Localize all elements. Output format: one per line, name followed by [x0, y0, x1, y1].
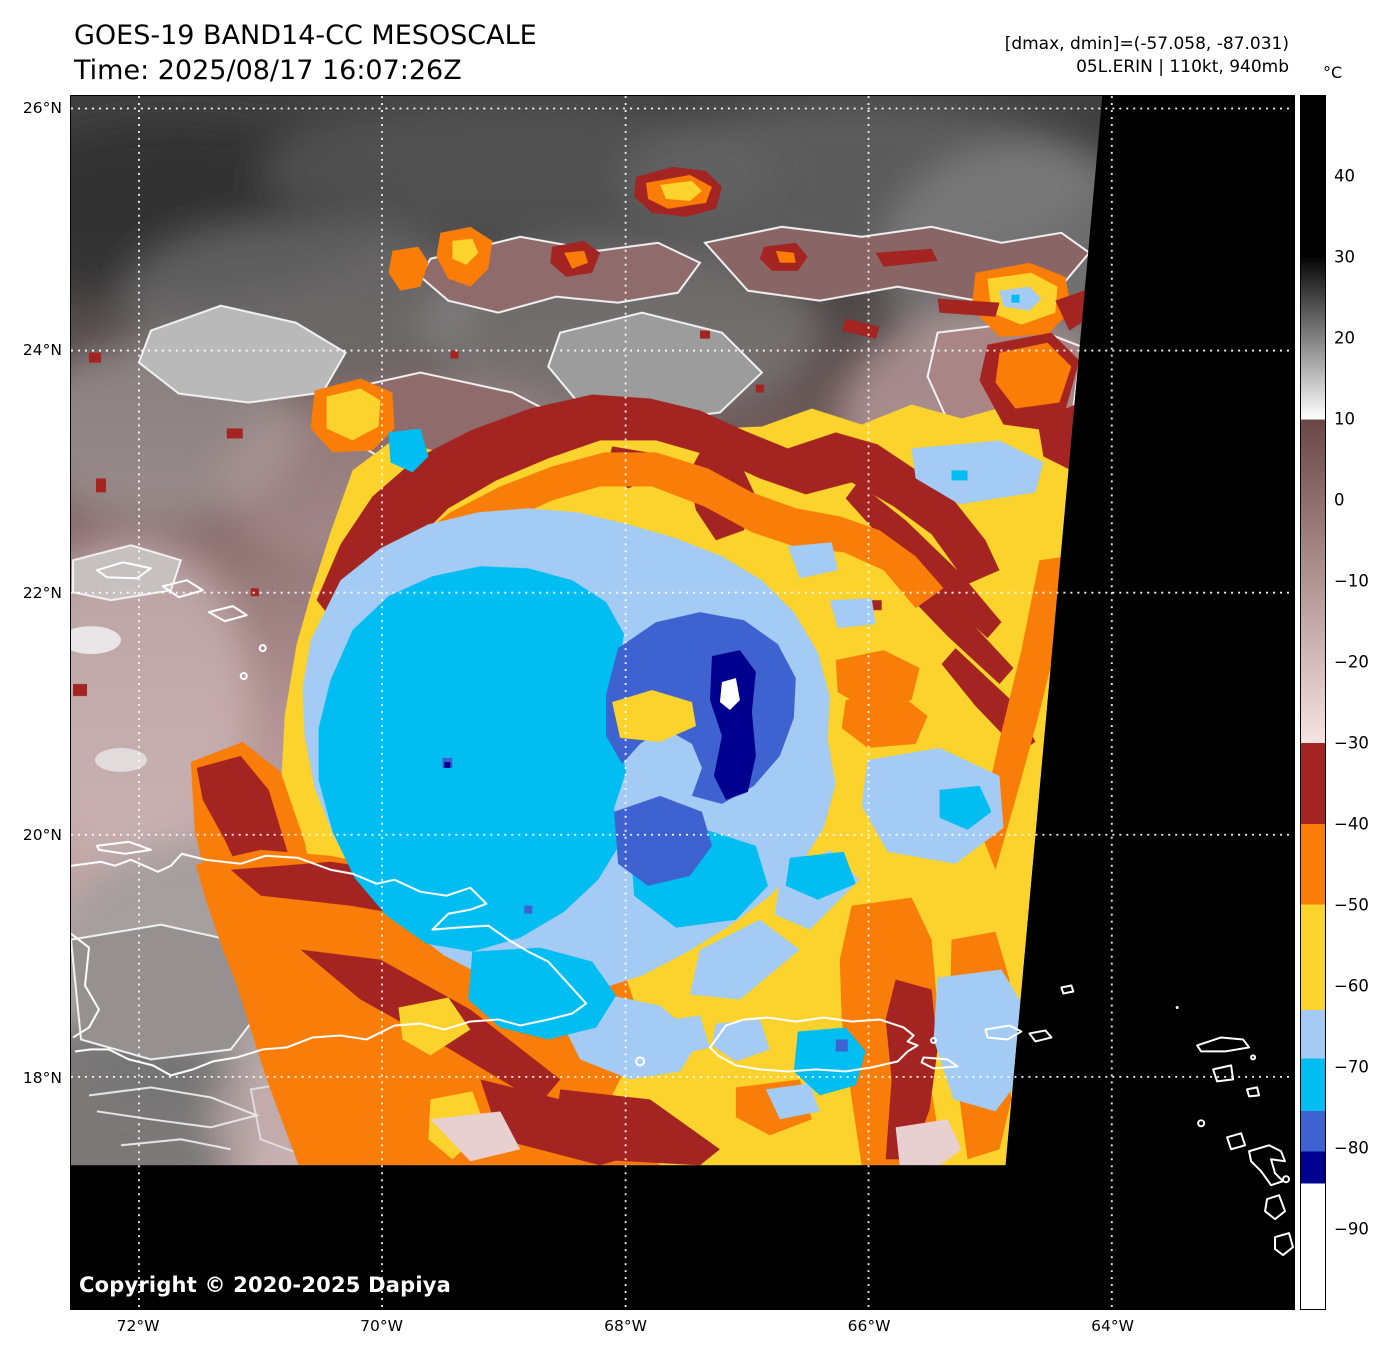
satellite-imagery — [71, 96, 1294, 1309]
lon-tick-label: 68°W — [604, 1317, 647, 1335]
colorbar-tick-label: −70 — [1334, 1057, 1369, 1077]
lesser-antilles-outlines — [984, 984, 1294, 1257]
storm-info-readout: 05L.ERIN | 110kt, 940mb — [1076, 57, 1289, 77]
timestamp: Time: 2025/08/17 16:07:26Z — [74, 55, 462, 86]
convective-bursts — [72, 166, 1072, 697]
colorbar-tick-label: −80 — [1334, 1138, 1369, 1158]
lon-tick-label: 66°W — [847, 1317, 891, 1335]
colorbar-tick-label: −40 — [1334, 814, 1369, 834]
colorbar-tick-label: −20 — [1334, 652, 1369, 672]
data-sector — [71, 96, 1103, 1166]
lat-tick-label: 22°N — [22, 583, 62, 602]
lat-tick-label: 20°N — [22, 826, 62, 844]
colorbar-unit-label: °C — [1323, 63, 1343, 82]
colorbar-tick-label: 30 — [1334, 247, 1355, 267]
colorbar-tick-label: −30 — [1334, 733, 1369, 753]
dmax-dmin-readout: [dmax, dmin]=(-57.058, -87.031) — [1004, 34, 1289, 54]
lon-tick-label: 64°W — [1091, 1317, 1134, 1335]
colorbar-tick-label: 10 — [1334, 409, 1355, 429]
lat-tick-label: 26°N — [22, 98, 62, 117]
overshooting-top — [719, 678, 740, 710]
colorbar-tick-label: 0 — [1334, 490, 1345, 510]
coastlines — [71, 561, 959, 1077]
colorbar-tick-label: 40 — [1334, 166, 1355, 186]
puerto-rico-coastline — [708, 1016, 919, 1073]
page-title: GOES-19 BAND14-CC MESOSCALE — [74, 20, 537, 51]
hispaniola-coastline — [71, 852, 588, 1077]
annotation-block: [dmax, dmin]=(-57.058, -87.031) 05L.ERIN… — [1005, 33, 1289, 79]
colorbar-tick-label: −60 — [1334, 976, 1369, 996]
cold-tops-cyan — [318, 428, 992, 1096]
lon-tick-label: 72°W — [116, 1317, 160, 1335]
colorbar-tick-label: −10 — [1334, 571, 1369, 591]
eye-warm-spot — [612, 690, 696, 742]
colorbar-tick-label: −50 — [1334, 895, 1369, 915]
colorbar-tick-label: 20 — [1334, 328, 1355, 348]
colorbar — [1300, 95, 1326, 1310]
latlon-gridlines — [71, 96, 1294, 1309]
copyright-watermark: Copyright © 2020-2025 Dapiya — [79, 1273, 451, 1297]
lat-tick-label: 24°N — [22, 341, 62, 359]
lon-tick-label: 70°W — [360, 1317, 403, 1335]
lat-tick-label: 18°N — [22, 1068, 62, 1087]
colorbar-tick-label: −90 — [1334, 1219, 1369, 1239]
satellite-map: Copyright © 2020-2025 Dapiya — [70, 95, 1295, 1310]
